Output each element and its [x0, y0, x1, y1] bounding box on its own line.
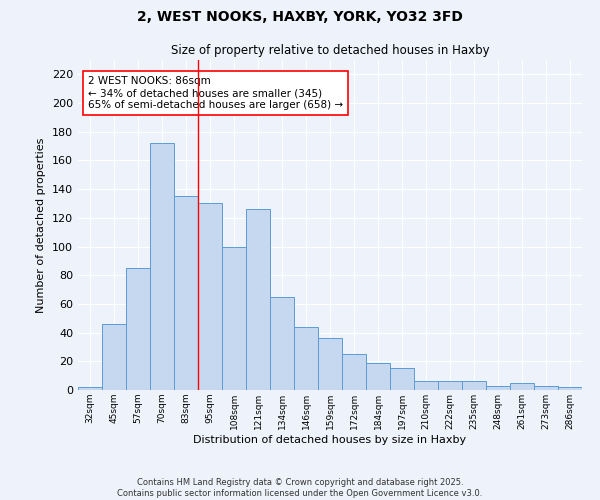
Bar [318, 338, 342, 390]
Bar [270, 296, 294, 390]
Bar [558, 387, 582, 390]
Bar [246, 209, 270, 390]
Bar [462, 382, 486, 390]
Bar [534, 386, 558, 390]
Bar [294, 327, 318, 390]
Text: 2 WEST NOOKS: 86sqm
← 34% of detached houses are smaller (345)
65% of semi-detac: 2 WEST NOOKS: 86sqm ← 34% of detached ho… [88, 76, 343, 110]
Bar [222, 246, 246, 390]
Title: Size of property relative to detached houses in Haxby: Size of property relative to detached ho… [170, 44, 490, 58]
Bar [174, 196, 198, 390]
Bar [390, 368, 414, 390]
Text: 2, WEST NOOKS, HAXBY, YORK, YO32 3FD: 2, WEST NOOKS, HAXBY, YORK, YO32 3FD [137, 10, 463, 24]
Bar [414, 382, 438, 390]
Bar [150, 143, 174, 390]
Bar [126, 268, 150, 390]
Bar [102, 324, 126, 390]
X-axis label: Distribution of detached houses by size in Haxby: Distribution of detached houses by size … [193, 434, 467, 444]
Bar [438, 382, 462, 390]
Bar [78, 387, 102, 390]
Bar [486, 386, 510, 390]
Y-axis label: Number of detached properties: Number of detached properties [37, 138, 46, 312]
Bar [342, 354, 366, 390]
Bar [510, 383, 534, 390]
Bar [198, 204, 222, 390]
Text: Contains HM Land Registry data © Crown copyright and database right 2025.
Contai: Contains HM Land Registry data © Crown c… [118, 478, 482, 498]
Bar [366, 362, 390, 390]
